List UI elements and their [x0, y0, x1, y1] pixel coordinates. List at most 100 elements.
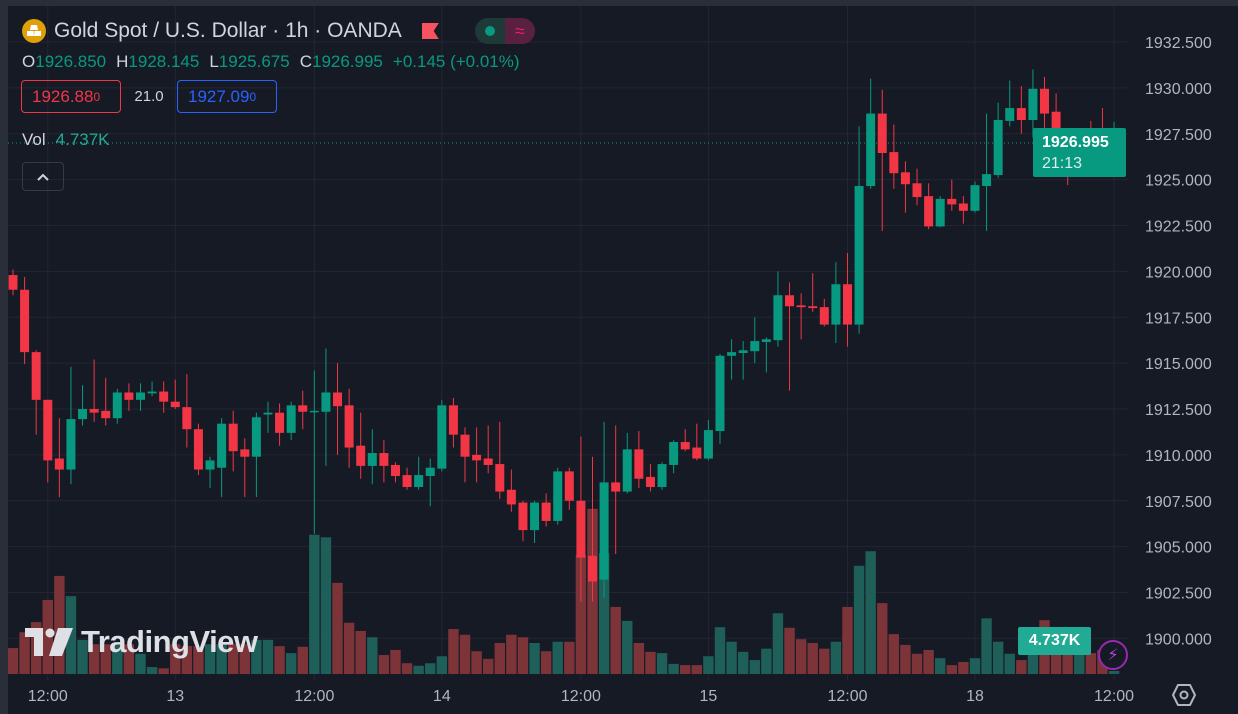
- candle-body: [854, 186, 864, 325]
- volume-bar: [680, 665, 691, 674]
- volume-bar: [1016, 660, 1027, 674]
- candle-body: [982, 174, 992, 187]
- volume-bar: [1062, 648, 1073, 674]
- candle-body: [877, 113, 887, 154]
- candle-body: [634, 449, 644, 479]
- volume-bar: [761, 648, 772, 674]
- low-label: L: [209, 52, 219, 71]
- time-tick-label: 12:00: [28, 688, 68, 705]
- volume-bar: [900, 644, 911, 674]
- volume-bar: [714, 627, 726, 674]
- volume-bar: [378, 655, 390, 674]
- candle-body: [819, 307, 829, 325]
- candle-body: [1005, 108, 1015, 121]
- volume-bar: [564, 641, 575, 674]
- time-tick-label: 12:00: [1094, 688, 1134, 705]
- candle-body: [390, 464, 400, 476]
- candle-body: [333, 392, 343, 407]
- volume-bar: [112, 644, 123, 674]
- symbol-header: Gold Spot / U.S. Dollar · 1h · OANDA ≈: [22, 18, 535, 44]
- high-value: 1928.145: [128, 52, 200, 71]
- candle-body: [78, 409, 88, 420]
- volume-bar: [42, 599, 53, 674]
- candle-body: [170, 401, 180, 408]
- volume-bar: [911, 653, 923, 674]
- volume-bar: [1027, 651, 1039, 674]
- candle-body: [321, 392, 331, 412]
- time-tick-label: 14: [433, 688, 451, 705]
- price-tick-label: 1912.500: [1145, 402, 1212, 419]
- candle-body: [785, 295, 795, 307]
- volume-bar: [1108, 671, 1120, 674]
- volume-bar: [332, 582, 343, 674]
- volume-bar: [459, 634, 471, 674]
- last-price: 1926.995: [1042, 134, 1109, 151]
- ask-pip: 0: [249, 89, 257, 104]
- volume-bar: [726, 641, 737, 674]
- spread-value: 21.0: [134, 88, 164, 105]
- volume-bar: [448, 629, 459, 674]
- volume-bar: [88, 644, 100, 674]
- chart-settings-icon[interactable]: [1172, 684, 1196, 706]
- candle-body: [657, 464, 667, 487]
- sell-button[interactable]: 1926.88 0: [21, 80, 121, 113]
- candle-body: [8, 275, 18, 290]
- candle-body: [54, 458, 64, 470]
- volume-bar: [819, 648, 830, 674]
- open-label: O: [22, 52, 36, 71]
- left-toolbar-edge: [0, 6, 8, 714]
- market-status-toggle[interactable]: ≈: [474, 18, 535, 44]
- volume-bar: [181, 646, 193, 674]
- volume-bar: [239, 644, 250, 674]
- volume-bar: [923, 649, 934, 674]
- candle-body: [808, 306, 818, 309]
- gold-symbol-icon: [22, 19, 46, 43]
- candle-body: [958, 203, 968, 211]
- volume-bar: [19, 632, 30, 674]
- candle-body: [564, 471, 574, 501]
- candle-body: [599, 482, 609, 580]
- candle-body: [298, 405, 308, 412]
- candle-body: [935, 198, 945, 227]
- candle-body: [182, 407, 192, 430]
- candle-body: [124, 392, 134, 400]
- indicator-wave-icon: ≈: [504, 18, 535, 44]
- time-tick-label: 12:00: [827, 688, 867, 705]
- candle-body: [66, 419, 76, 470]
- volume-bar: [622, 620, 633, 674]
- candle-body: [228, 423, 238, 452]
- candle-body: [831, 284, 841, 325]
- candle-body: [715, 355, 725, 432]
- volume-bar: [888, 634, 900, 674]
- price-tick-label: 1917.500: [1145, 310, 1212, 327]
- volume-bar: [807, 642, 818, 674]
- volume-tag: 4.737K: [1018, 627, 1091, 655]
- volume-bar: [517, 637, 529, 674]
- candle-body: [541, 502, 551, 521]
- candle-body: [680, 442, 690, 450]
- last-price-tag: 1926.995 21:13: [1033, 128, 1126, 177]
- volume-label[interactable]: Vol: [22, 130, 46, 149]
- flag-icon[interactable]: [421, 23, 439, 39]
- lightning-icon[interactable]: ⚡: [1098, 640, 1128, 670]
- candle-body: [495, 464, 505, 492]
- candle-body: [448, 405, 458, 435]
- symbol-title[interactable]: Gold Spot / U.S. Dollar · 1h · OANDA: [54, 19, 402, 42]
- volume-bar: [703, 656, 714, 674]
- candle-body: [842, 284, 852, 325]
- volume-bar: [390, 649, 401, 674]
- volume-bar: [877, 603, 888, 674]
- time-tick-label: 12:00: [561, 688, 601, 705]
- candle-body: [761, 339, 771, 343]
- low-value: 1925.675: [218, 52, 290, 71]
- open-value: 1926.850: [35, 52, 107, 71]
- collapse-legend-button[interactable]: [22, 162, 64, 191]
- volume-bar: [575, 555, 587, 674]
- price-tick-label: 1925.000: [1145, 173, 1212, 190]
- volume-bar: [842, 606, 853, 674]
- volume-bar: [749, 660, 760, 674]
- candle-body: [101, 410, 111, 419]
- buy-button[interactable]: 1927.09 0: [177, 80, 277, 113]
- high-label: H: [116, 52, 129, 71]
- volume-bar: [123, 644, 135, 674]
